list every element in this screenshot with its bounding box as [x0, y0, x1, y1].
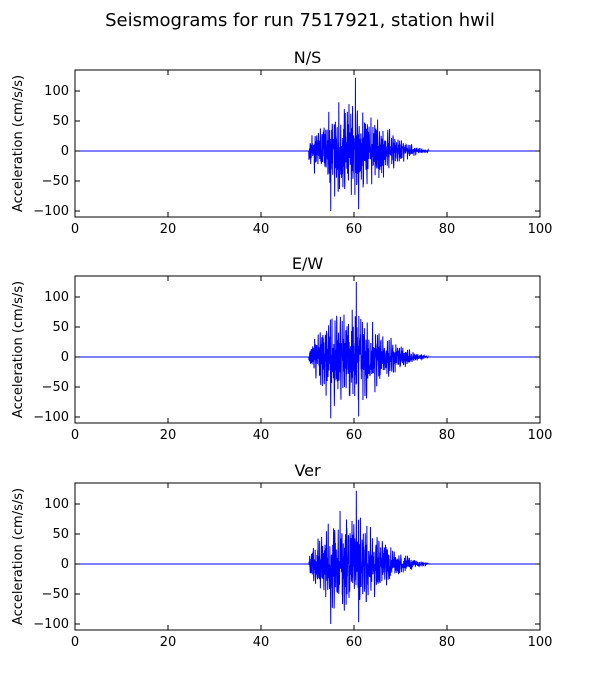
- x-tick-label: 100: [528, 635, 553, 650]
- x-tick-label: 20: [160, 635, 177, 650]
- y-tick-label: 0: [61, 144, 69, 159]
- x-tick-label: 40: [253, 428, 270, 443]
- chart-panel-ew: E/W Acceleration (cm/s/s) 0 20 40 60 80 100 −100…: [11, 254, 552, 443]
- seismogram-trace: [75, 281, 540, 419]
- x-tick-label: 60: [346, 222, 363, 237]
- x-tick-label: 80: [439, 635, 456, 650]
- x-tick-label: 0: [71, 635, 79, 650]
- y-tick-label: 0: [61, 557, 69, 572]
- y-tick-label: 50: [52, 114, 69, 129]
- y-tick-label: 100: [44, 497, 69, 512]
- x-tick-label: 60: [346, 635, 363, 650]
- x-tick-label: 0: [71, 428, 79, 443]
- x-tick-label: 80: [439, 222, 456, 237]
- y-tick-label: 50: [52, 320, 69, 335]
- y-tick-label: 0: [61, 350, 69, 365]
- y-tick-label: −50: [42, 380, 69, 395]
- x-tick-label: 40: [253, 635, 270, 650]
- chart-title: E/W: [292, 254, 324, 273]
- y-tick-label: −50: [42, 587, 69, 602]
- x-tick-label: 20: [160, 222, 177, 237]
- axes-frame: [74, 275, 541, 424]
- axes-frame: [74, 482, 541, 631]
- seismogram-trace: [75, 77, 540, 212]
- chart-panel-ns: N/S Acceleration (cm/s/s) 0 20 40 60 80 100 −100…: [11, 48, 552, 237]
- y-tick-label: −100: [33, 204, 69, 219]
- y-axis-label: Acceleration (cm/s/s): [11, 281, 26, 418]
- x-tick-label: 20: [160, 428, 177, 443]
- seismogram-trace: [75, 490, 540, 625]
- y-axis-label: Acceleration (cm/s/s): [11, 488, 26, 625]
- y-tick-label: −50: [42, 174, 69, 189]
- x-tick-label: 60: [346, 428, 363, 443]
- chart-title: Ver: [294, 461, 321, 480]
- y-tick-label: 100: [44, 84, 69, 99]
- y-tick-label: 50: [52, 527, 69, 542]
- x-tick-label: 0: [71, 222, 79, 237]
- y-tick-label: −100: [33, 617, 69, 632]
- y-axis-label: Acceleration (cm/s/s): [11, 75, 26, 212]
- x-tick-label: 100: [528, 428, 553, 443]
- chart-title: N/S: [294, 48, 322, 67]
- chart-panel-ver: Ver Acceleration (cm/s/s) 0 20 40 60 80 100 −100…: [11, 461, 552, 650]
- x-tick-label: 100: [528, 222, 553, 237]
- x-tick-label: 80: [439, 428, 456, 443]
- x-tick-label: 40: [253, 222, 270, 237]
- figure-title: Seismograms for run 7517921, station hwi…: [105, 10, 495, 31]
- axes-frame: [74, 69, 541, 218]
- y-tick-label: 100: [44, 290, 69, 305]
- y-tick-label: −100: [33, 410, 69, 425]
